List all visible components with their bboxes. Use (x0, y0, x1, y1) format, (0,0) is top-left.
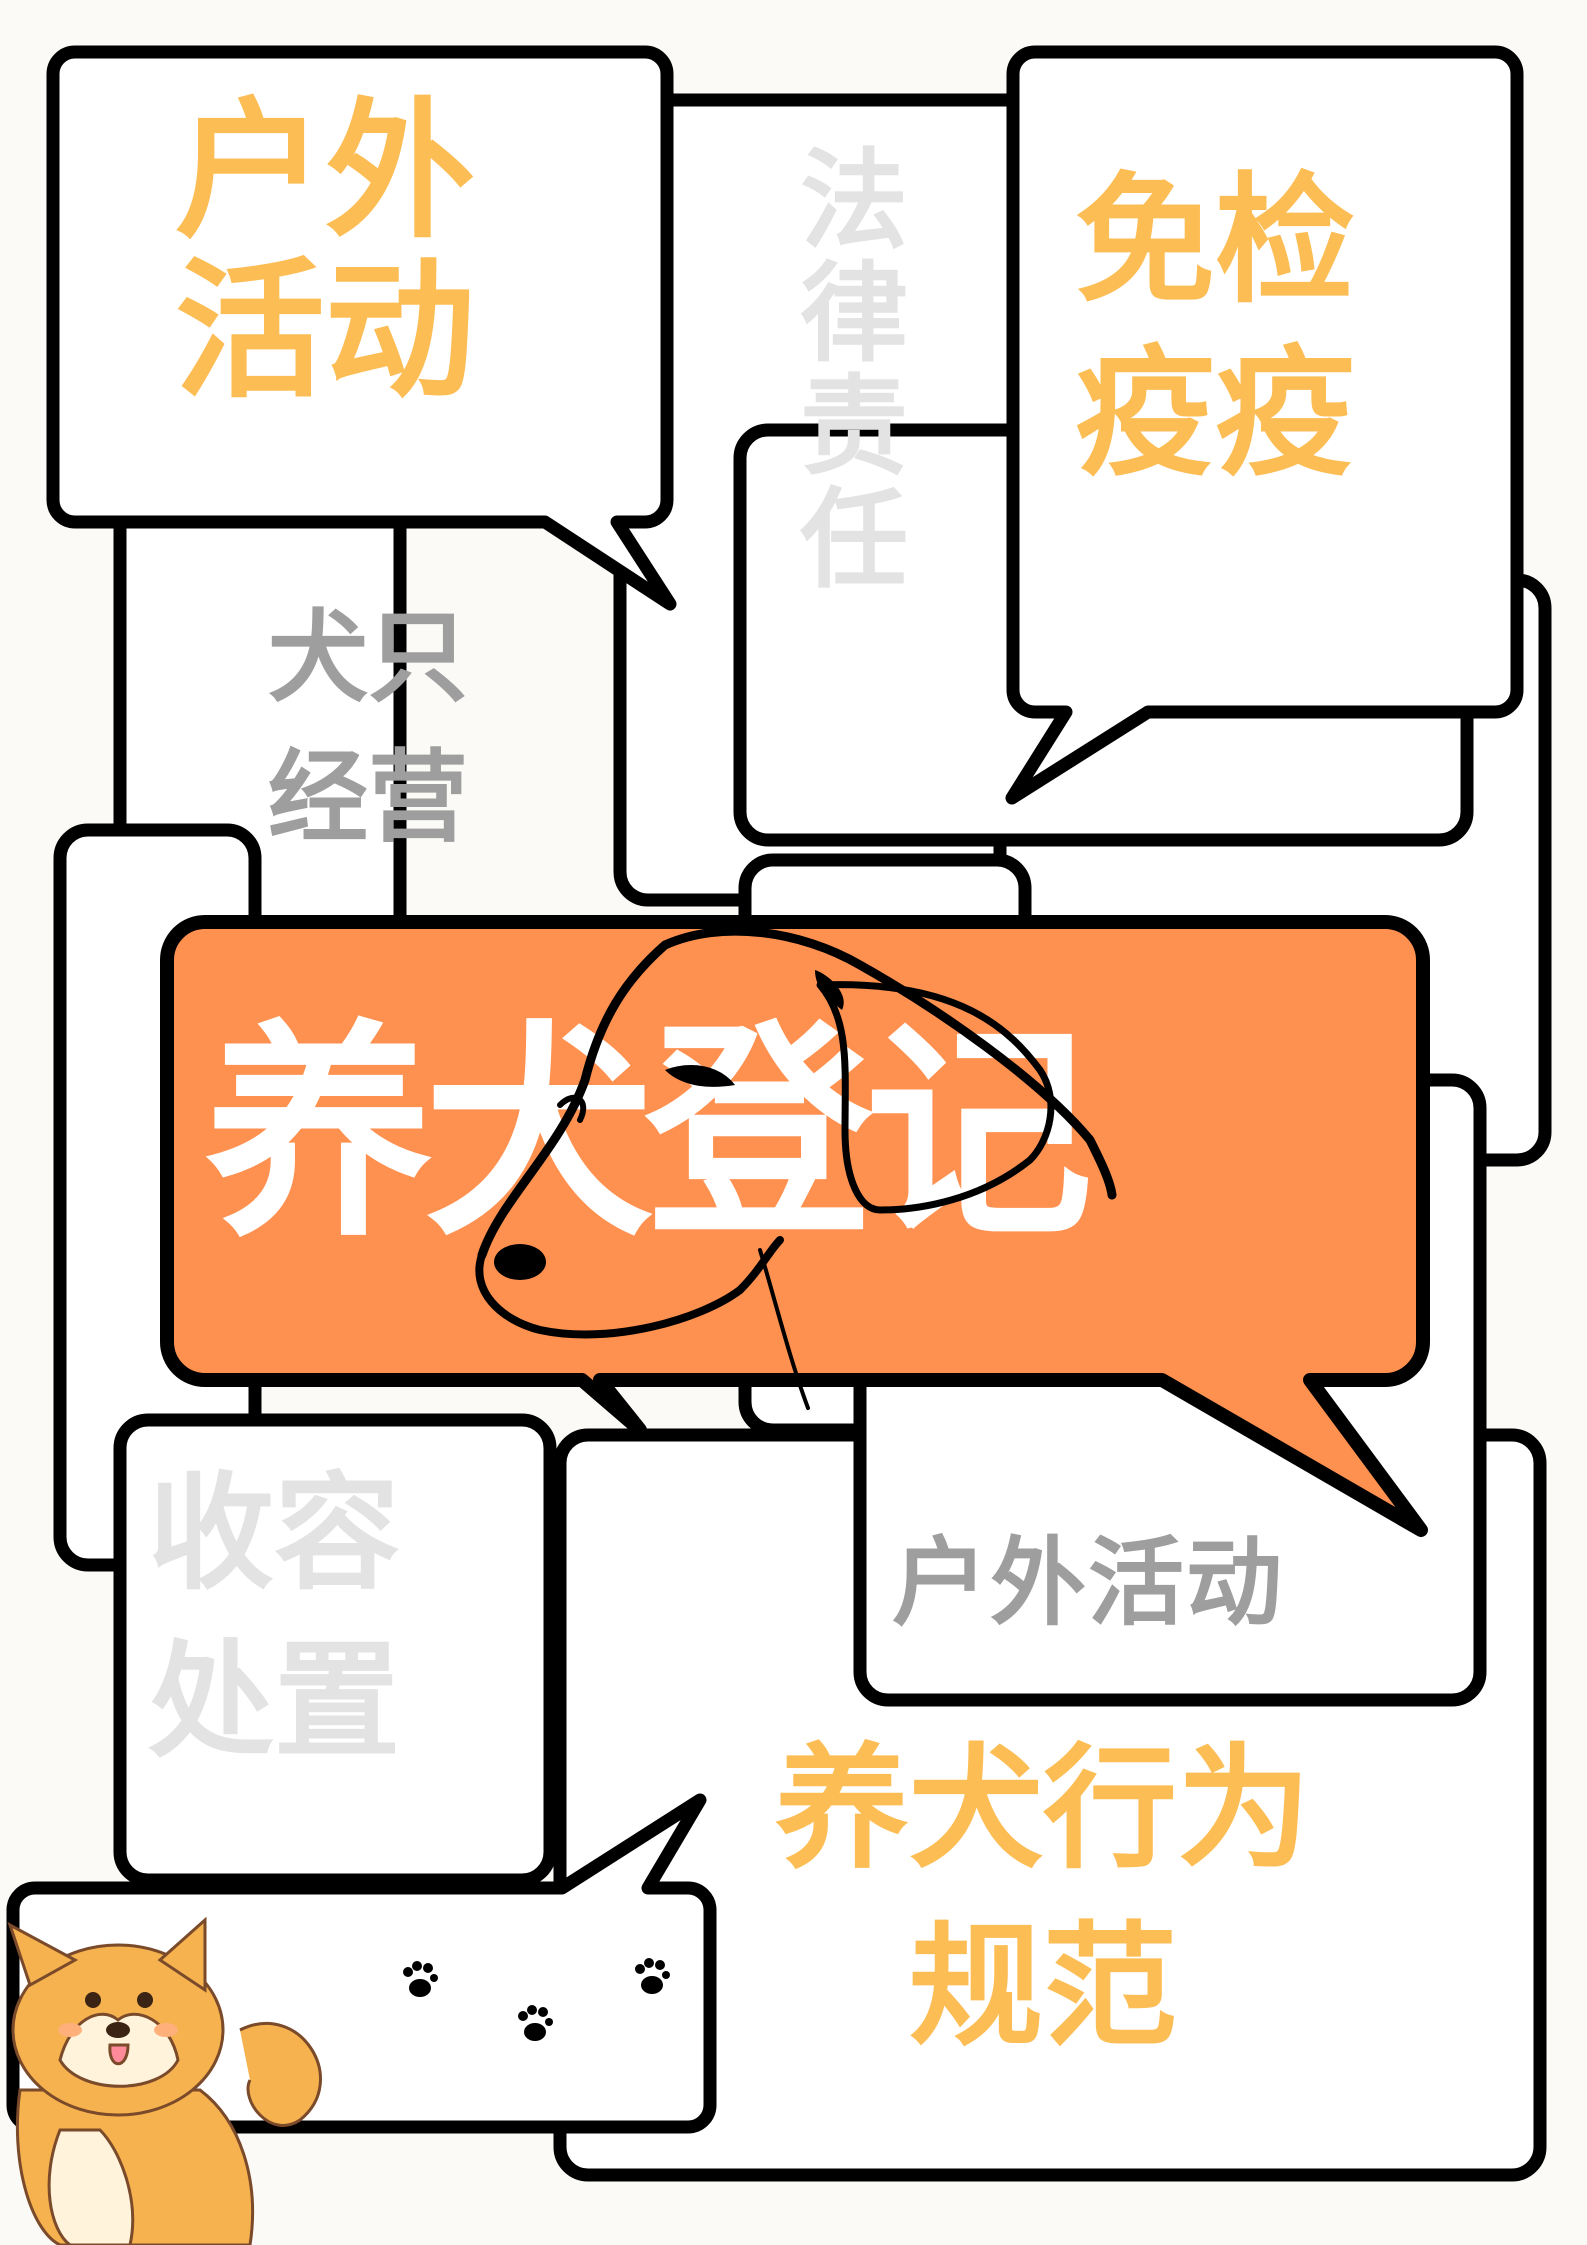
frame-shelter (113, 1413, 557, 1887)
bubble-exempt (1005, 45, 1524, 805)
exempt-heading: 免检 疫疫 (1075, 160, 1356, 496)
main-title: 养犬登记 (205, 1001, 1093, 1267)
dog-business-heading: 犬只 经营 (268, 599, 468, 856)
outdoor-top-heading: 户外 活动 (175, 85, 476, 419)
bubble-outdoor-top (46, 45, 677, 611)
legal-heading: 法律责任 (800, 139, 909, 603)
behavior-heading: 养犬行为 规范 (774, 1731, 1311, 2065)
outdoor-small-heading: 户外活动 (892, 1527, 1284, 1639)
shelter-heading: 收容 处置 (148, 1460, 400, 1775)
